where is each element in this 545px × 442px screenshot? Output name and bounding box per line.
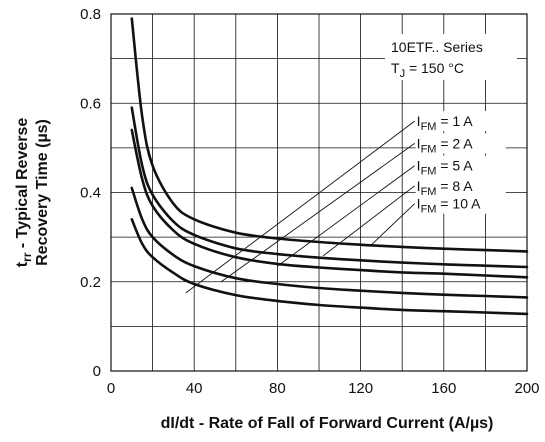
annotation-box bbox=[385, 34, 517, 80]
series-line-2 bbox=[130, 186, 529, 299]
series-label-background bbox=[415, 193, 506, 214]
y-axis-title: trr - Typical Reverse Recovery Time (µs) bbox=[14, 118, 51, 268]
y-axis-title-line2: Recovery Time (µs) bbox=[34, 119, 51, 266]
y-axis-title-line1: trr - Typical Reverse bbox=[14, 118, 34, 268]
leader-layer bbox=[185, 120, 415, 294]
tick-labels: 0 40 80 120 160 200 0 0.2 0.4 0.6 0.8 bbox=[80, 6, 539, 397]
series-label-background bbox=[415, 175, 506, 196]
series-layer bbox=[130, 17, 529, 316]
series-label-4: IFM = 8 A bbox=[417, 178, 474, 198]
series-label-2: IFM = 2 A bbox=[417, 135, 474, 155]
leader-line-4 bbox=[322, 185, 415, 257]
series-line-4 bbox=[130, 106, 529, 269]
y-tick-label: 0.4 bbox=[80, 185, 101, 202]
x-axis-title: dI/dt - Rate of Fall of Forward Current … bbox=[161, 415, 494, 432]
annotation-series: 10ETF.. Series bbox=[391, 39, 483, 55]
y-tick-label: 0.2 bbox=[80, 274, 101, 291]
leader-line-5 bbox=[370, 203, 415, 246]
series-label-background bbox=[415, 111, 506, 132]
series-label-background bbox=[415, 133, 506, 154]
x-tick-label: 120 bbox=[348, 380, 373, 397]
y-tick-label: 0.8 bbox=[80, 6, 101, 23]
x-tick-label: 0 bbox=[107, 380, 115, 397]
leader-line-3 bbox=[277, 165, 415, 267]
series-label-5: IFM = 10 A bbox=[417, 196, 481, 216]
x-tick-label: 160 bbox=[431, 380, 456, 397]
series-label-background bbox=[415, 155, 506, 176]
series-label-3: IFM = 5 A bbox=[417, 158, 474, 178]
y-tick-label: 0 bbox=[93, 363, 101, 380]
series-label-1: IFM = 1 A bbox=[417, 113, 474, 133]
series-line-3 bbox=[130, 128, 529, 279]
x-tick-label: 40 bbox=[186, 380, 203, 397]
plot-frame bbox=[110, 13, 528, 372]
leader-line-1 bbox=[185, 120, 415, 294]
x-tick-label: 80 bbox=[269, 380, 286, 397]
series-line-5 bbox=[130, 17, 529, 253]
annotation-tj: TJ = 150 °C bbox=[391, 60, 464, 80]
series-line-1 bbox=[130, 218, 529, 316]
y-tick-label: 0.6 bbox=[80, 95, 101, 112]
x-tick-label: 200 bbox=[514, 380, 539, 397]
leader-line-2 bbox=[220, 143, 415, 283]
